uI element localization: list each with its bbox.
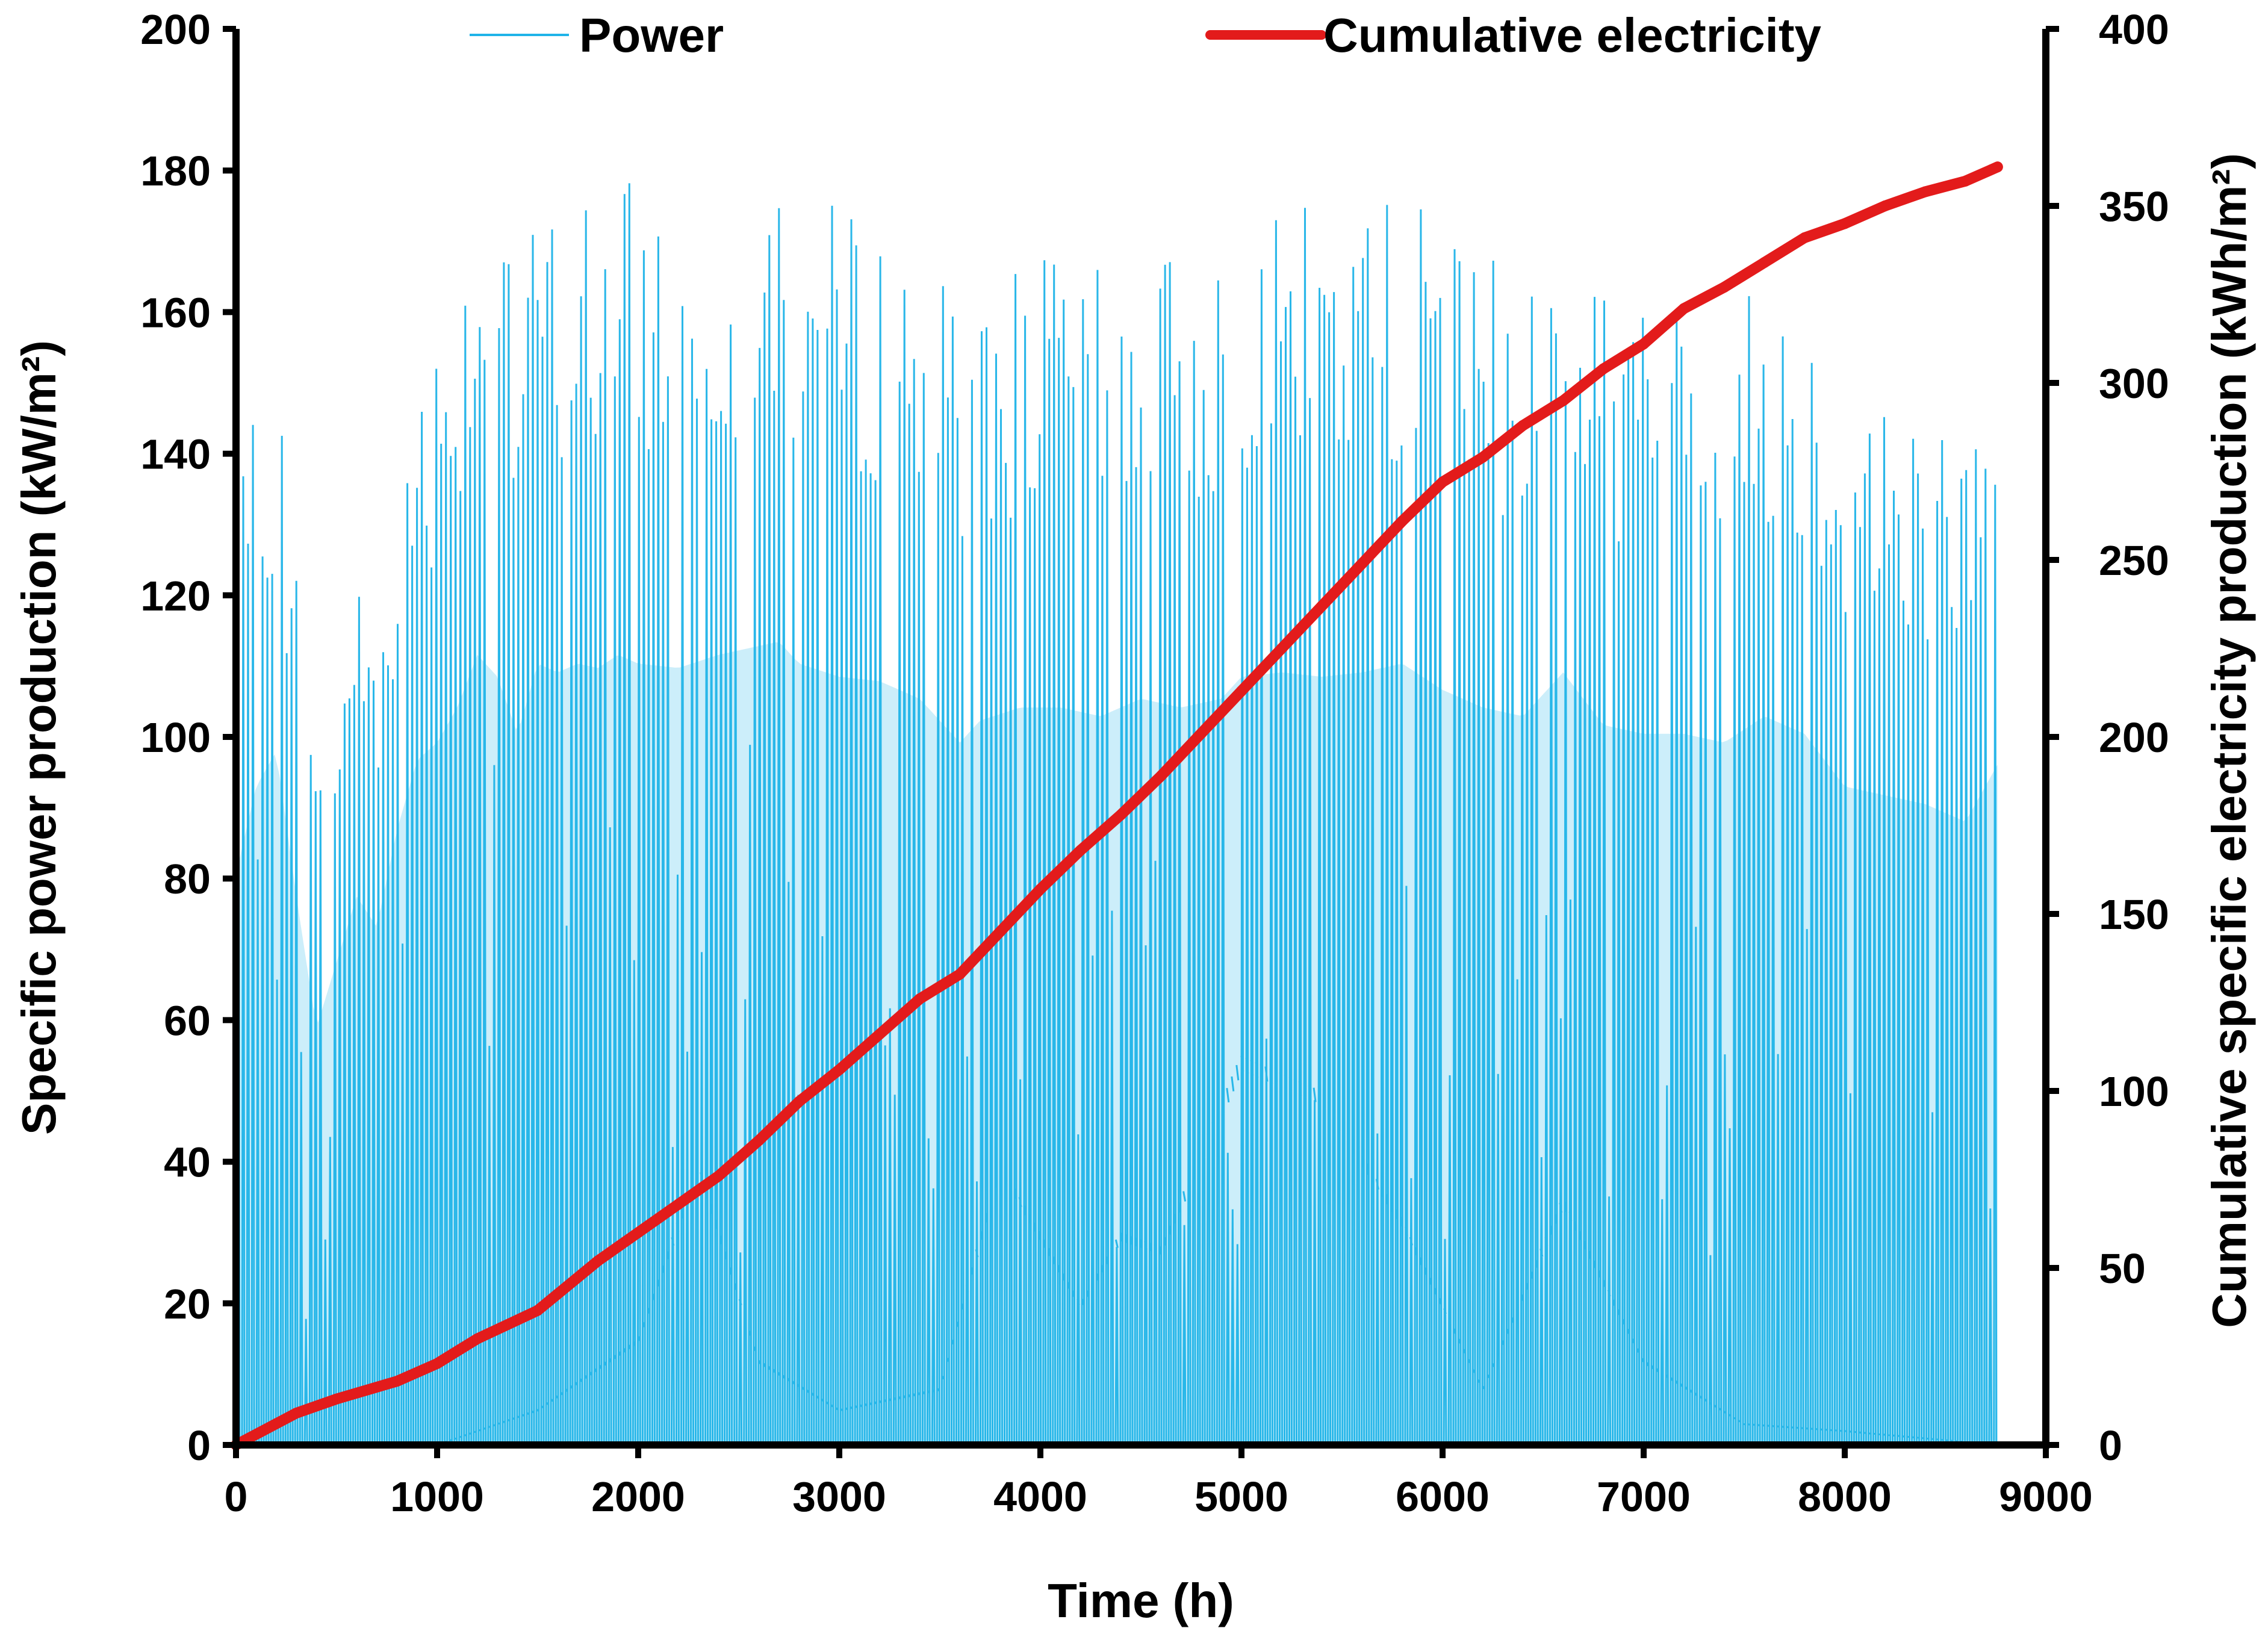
y2-tick-label: 200 (2099, 714, 2169, 761)
cumulative-point (592, 1255, 604, 1267)
legend-label-power: Power (579, 8, 724, 62)
y-tick-label: 180 (140, 148, 211, 194)
cumulative-point (270, 1418, 282, 1429)
y2-axis-title: Cumulative specific electricity producti… (2202, 153, 2256, 1328)
y-tick-label: 20 (164, 1281, 211, 1328)
y-tick-label: 60 (164, 997, 211, 1044)
y2-tick-label: 350 (2099, 183, 2169, 230)
cumulative-point (1477, 452, 1488, 463)
cumulative-point (1638, 338, 1649, 350)
y-tick-label: 120 (140, 573, 211, 620)
x-tick-label: 8000 (1798, 1473, 1892, 1520)
cumulative-point (1316, 600, 1328, 612)
cumulative-point (1035, 883, 1046, 895)
cumulative-point (1678, 303, 1689, 314)
x-tick-label: 9000 (1999, 1473, 2093, 1520)
y-tick-label: 200 (140, 6, 211, 53)
y2-tick-label: 0 (2099, 1422, 2122, 1469)
y2-tick-label: 400 (2099, 6, 2169, 53)
cumulative-point (874, 1028, 885, 1040)
y2-tick-label: 50 (2099, 1245, 2146, 1292)
power-series (236, 183, 1998, 1446)
y-tick-label: 140 (140, 431, 211, 478)
cumulative-point (391, 1376, 403, 1387)
y-ticks: 0 20 40 60 80 100 120 140 160 180 200 (140, 6, 236, 1469)
cumulative-point (1196, 728, 1207, 739)
cumulative-point (1992, 161, 2003, 173)
y-tick-label: 80 (164, 856, 211, 902)
cumulative-point (834, 1064, 845, 1075)
cumulative-point (633, 1227, 644, 1238)
x-tick-label: 3000 (792, 1473, 886, 1520)
cumulative-point (1397, 515, 1408, 527)
x-tick-label: 6000 (1396, 1473, 1490, 1520)
cumulative-point (1960, 175, 1971, 187)
cumulative-point (1276, 643, 1287, 654)
cumulative-point (1115, 809, 1126, 821)
cumulative-point (1839, 218, 1850, 229)
y-tick-label: 100 (140, 714, 211, 761)
x-tick-label: 2000 (591, 1473, 685, 1520)
x-axis-title: Time (h) (1048, 1574, 1234, 1627)
cumulative-point (954, 969, 966, 980)
y-tick-label: 160 (140, 289, 211, 336)
cumulative-point (532, 1305, 543, 1316)
cumulative-point (1799, 232, 1810, 243)
cumulative-point (914, 993, 925, 1005)
cumulative-point (432, 1358, 443, 1369)
cumulative-point (1718, 282, 1730, 293)
cumulative-point (1236, 685, 1247, 697)
cumulative-point (471, 1333, 483, 1344)
cumulative-point (331, 1393, 342, 1405)
cumulative-point (1075, 845, 1086, 856)
legend-label-cumulative: Cumulative electricity (1323, 8, 1822, 62)
x-tick-label: 5000 (1195, 1473, 1288, 1520)
legend: Power Cumulative electricity (470, 8, 1822, 62)
cumulative-point (794, 1096, 805, 1107)
cumulative-point (291, 1408, 302, 1419)
cumulative-point (1919, 186, 1931, 197)
cumulative-point (1155, 770, 1167, 781)
cumulative-point (1437, 476, 1448, 488)
cumulative-line (231, 161, 2003, 1450)
cumulative-point (753, 1135, 765, 1146)
cumulative-point (1517, 420, 1529, 431)
y2-tick-label: 250 (2099, 537, 2169, 584)
x-tick-label: 7000 (1597, 1473, 1691, 1520)
cumulative-point (1356, 558, 1368, 569)
y-tick-label: 0 (187, 1422, 211, 1469)
x-tick-label: 4000 (993, 1473, 1087, 1520)
cumulative-point (1879, 200, 1891, 211)
y2-tick-label: 300 (2099, 360, 2169, 407)
y2-tick-label: 100 (2099, 1068, 2169, 1115)
x-tick-label: 0 (225, 1473, 248, 1520)
cumulative-point (1759, 257, 1770, 269)
cumulative-point (673, 1199, 684, 1210)
x-tick-label: 1000 (390, 1473, 484, 1520)
y2-tick-label: 150 (2099, 891, 2169, 938)
cumulative-series (231, 161, 2003, 1450)
x-ticks: 0 1000 2000 3000 4000 5000 6000 7000 8000 9000 (225, 1445, 2093, 1520)
cumulative-point (713, 1170, 724, 1182)
y-tick-label: 40 (164, 1139, 211, 1186)
y2-ticks: 0 50 100 150 200 250 300 350 400 (2046, 6, 2169, 1469)
cumulative-point (995, 926, 1006, 937)
cumulative-point (1558, 395, 1569, 406)
cumulative-point (1598, 363, 1609, 374)
y-axis-title: Specific power production (kW/m²) (12, 340, 66, 1135)
